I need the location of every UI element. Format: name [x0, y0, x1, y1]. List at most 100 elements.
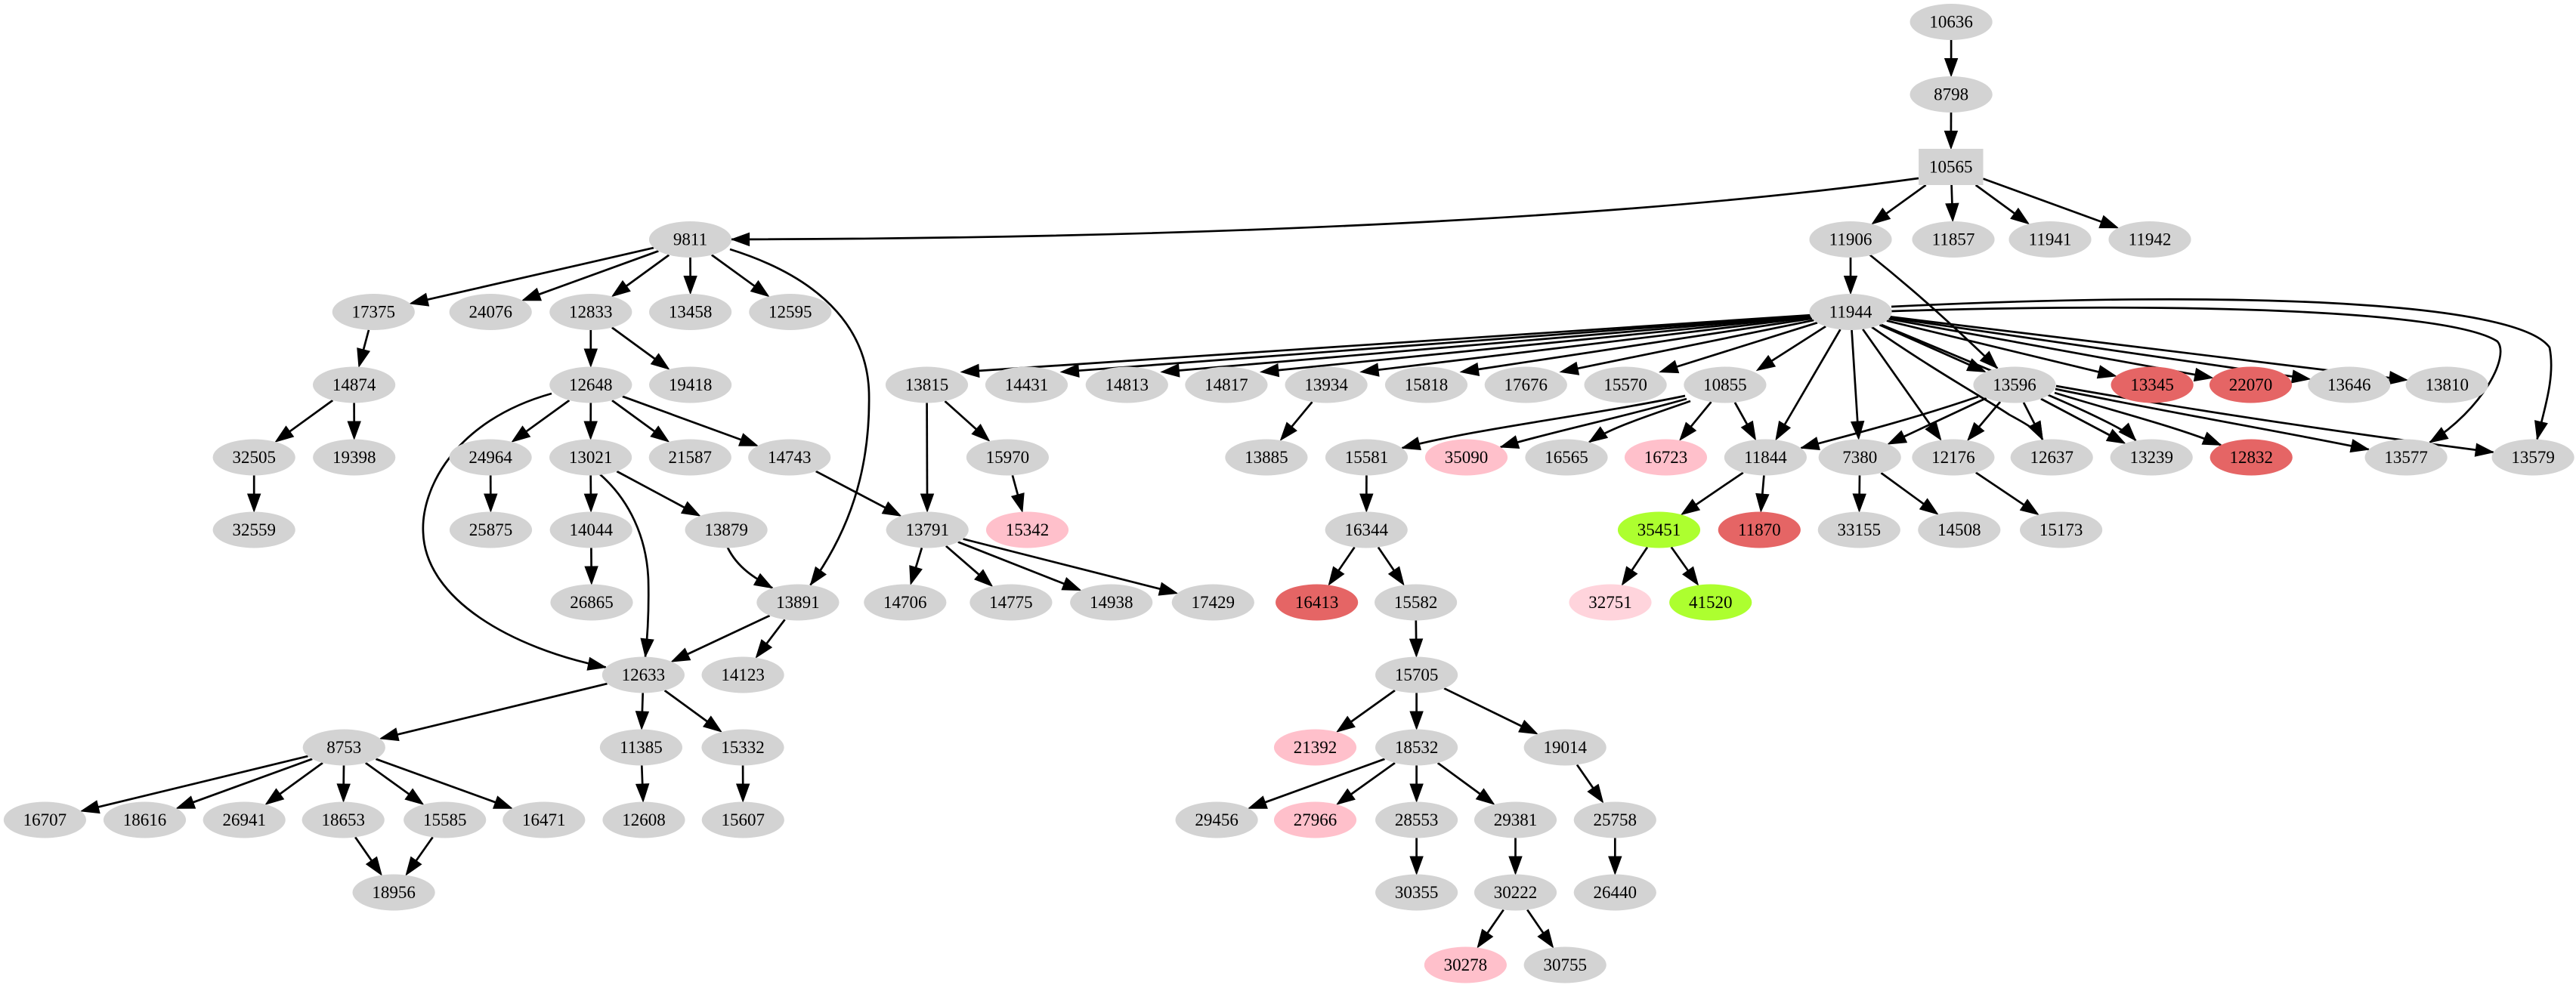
svg-text:15173: 15173	[2039, 520, 2083, 539]
svg-text:11844: 11844	[1744, 448, 1787, 467]
svg-text:14938: 14938	[1090, 593, 1133, 612]
svg-text:16565: 16565	[1545, 448, 1588, 467]
svg-text:33155: 33155	[1838, 520, 1882, 539]
svg-text:25875: 25875	[469, 520, 513, 539]
svg-text:8798: 8798	[1934, 85, 1968, 104]
svg-text:15607: 15607	[722, 810, 765, 829]
svg-text:12832: 12832	[2229, 448, 2273, 467]
svg-text:30755: 30755	[1543, 955, 1587, 974]
svg-text:13810: 13810	[2425, 375, 2469, 394]
svg-text:14044: 14044	[569, 520, 613, 539]
svg-text:18653: 18653	[321, 810, 365, 829]
svg-text:32505: 32505	[232, 448, 276, 467]
svg-text:10636: 10636	[1929, 13, 1973, 32]
svg-text:15970: 15970	[986, 448, 1030, 467]
svg-text:11944: 11944	[1829, 303, 1872, 322]
svg-text:17676: 17676	[1504, 375, 1548, 394]
svg-text:29381: 29381	[1494, 810, 1538, 829]
svg-text:28553: 28553	[1395, 810, 1439, 829]
svg-text:18956: 18956	[372, 883, 416, 902]
svg-text:24076: 24076	[469, 303, 512, 322]
svg-text:21392: 21392	[1294, 738, 1337, 757]
svg-text:12637: 12637	[2030, 448, 2073, 467]
svg-text:17429: 17429	[1192, 593, 1235, 612]
svg-text:35090: 35090	[1445, 448, 1489, 467]
svg-text:15570: 15570	[1603, 375, 1647, 394]
svg-text:16413: 16413	[1295, 593, 1339, 612]
svg-text:32751: 32751	[1588, 593, 1632, 612]
svg-text:22070: 22070	[2229, 375, 2273, 394]
svg-text:19014: 19014	[1543, 738, 1587, 757]
svg-text:18532: 18532	[1395, 738, 1439, 757]
svg-text:15818: 15818	[1405, 375, 1449, 394]
svg-text:11870: 11870	[1738, 520, 1781, 539]
svg-text:32559: 32559	[232, 520, 276, 539]
svg-text:15582: 15582	[1394, 593, 1438, 612]
svg-text:12633: 12633	[622, 665, 666, 684]
svg-text:13934: 13934	[1304, 375, 1348, 394]
svg-text:15332: 15332	[721, 738, 765, 757]
svg-text:14743: 14743	[768, 448, 812, 467]
svg-text:16707: 16707	[23, 810, 67, 829]
svg-text:13891: 13891	[776, 593, 820, 612]
svg-text:21587: 21587	[669, 448, 713, 467]
svg-text:11906: 11906	[1829, 230, 1872, 249]
svg-text:30222: 30222	[1494, 883, 1538, 902]
svg-text:8753: 8753	[326, 738, 361, 757]
svg-text:27966: 27966	[1294, 810, 1337, 829]
svg-text:25758: 25758	[1594, 810, 1637, 829]
svg-text:15581: 15581	[1345, 448, 1389, 467]
svg-text:16723: 16723	[1644, 448, 1688, 467]
svg-text:10565: 10565	[1929, 158, 1973, 177]
svg-text:41520: 41520	[1689, 593, 1733, 612]
svg-text:13021: 13021	[569, 448, 613, 467]
svg-text:29456: 29456	[1195, 810, 1239, 829]
svg-text:24964: 24964	[469, 448, 512, 467]
svg-text:13646: 13646	[2327, 375, 2371, 394]
svg-text:11942: 11942	[2129, 230, 2172, 249]
svg-text:13458: 13458	[669, 303, 713, 322]
svg-text:26865: 26865	[570, 593, 614, 612]
svg-text:14706: 14706	[883, 593, 927, 612]
svg-text:18616: 18616	[123, 810, 167, 829]
svg-text:10855: 10855	[1703, 375, 1747, 394]
svg-text:13345: 13345	[2130, 375, 2174, 394]
svg-text:15342: 15342	[1006, 520, 1050, 539]
svg-text:14508: 14508	[1937, 520, 1981, 539]
svg-text:11941: 11941	[2029, 230, 2072, 249]
svg-text:9811: 9811	[673, 230, 707, 249]
svg-text:13885: 13885	[1245, 448, 1288, 467]
svg-text:13879: 13879	[704, 520, 748, 539]
svg-text:15585: 15585	[423, 810, 467, 829]
svg-text:30355: 30355	[1395, 883, 1439, 902]
svg-text:13596: 13596	[1993, 375, 2036, 394]
svg-text:13815: 13815	[905, 375, 949, 394]
svg-text:13579: 13579	[2511, 448, 2555, 467]
svg-text:12595: 12595	[768, 303, 812, 322]
svg-text:11385: 11385	[620, 738, 663, 757]
svg-text:15705: 15705	[1395, 665, 1439, 684]
svg-text:12608: 12608	[622, 810, 666, 829]
svg-text:14817: 14817	[1205, 375, 1248, 394]
svg-text:7380: 7380	[1842, 448, 1877, 467]
svg-text:13577: 13577	[2384, 448, 2428, 467]
svg-text:11857: 11857	[1932, 230, 1975, 249]
svg-text:14874: 14874	[332, 375, 376, 394]
svg-text:16471: 16471	[522, 810, 566, 829]
svg-text:12176: 12176	[1931, 448, 1975, 467]
svg-text:13239: 13239	[2129, 448, 2173, 467]
svg-text:14123: 14123	[721, 665, 765, 684]
svg-text:14431: 14431	[1005, 375, 1049, 394]
svg-text:19418: 19418	[669, 375, 713, 394]
svg-text:12648: 12648	[569, 375, 613, 394]
svg-text:26440: 26440	[1594, 883, 1637, 902]
svg-text:16344: 16344	[1344, 520, 1388, 539]
svg-text:19398: 19398	[332, 448, 376, 467]
svg-text:17375: 17375	[352, 303, 396, 322]
svg-text:35451: 35451	[1637, 520, 1681, 539]
svg-text:14775: 14775	[989, 593, 1033, 612]
svg-text:30278: 30278	[1444, 955, 1488, 974]
svg-text:12833: 12833	[569, 303, 613, 322]
svg-text:13791: 13791	[905, 520, 949, 539]
svg-text:26941: 26941	[222, 810, 266, 829]
